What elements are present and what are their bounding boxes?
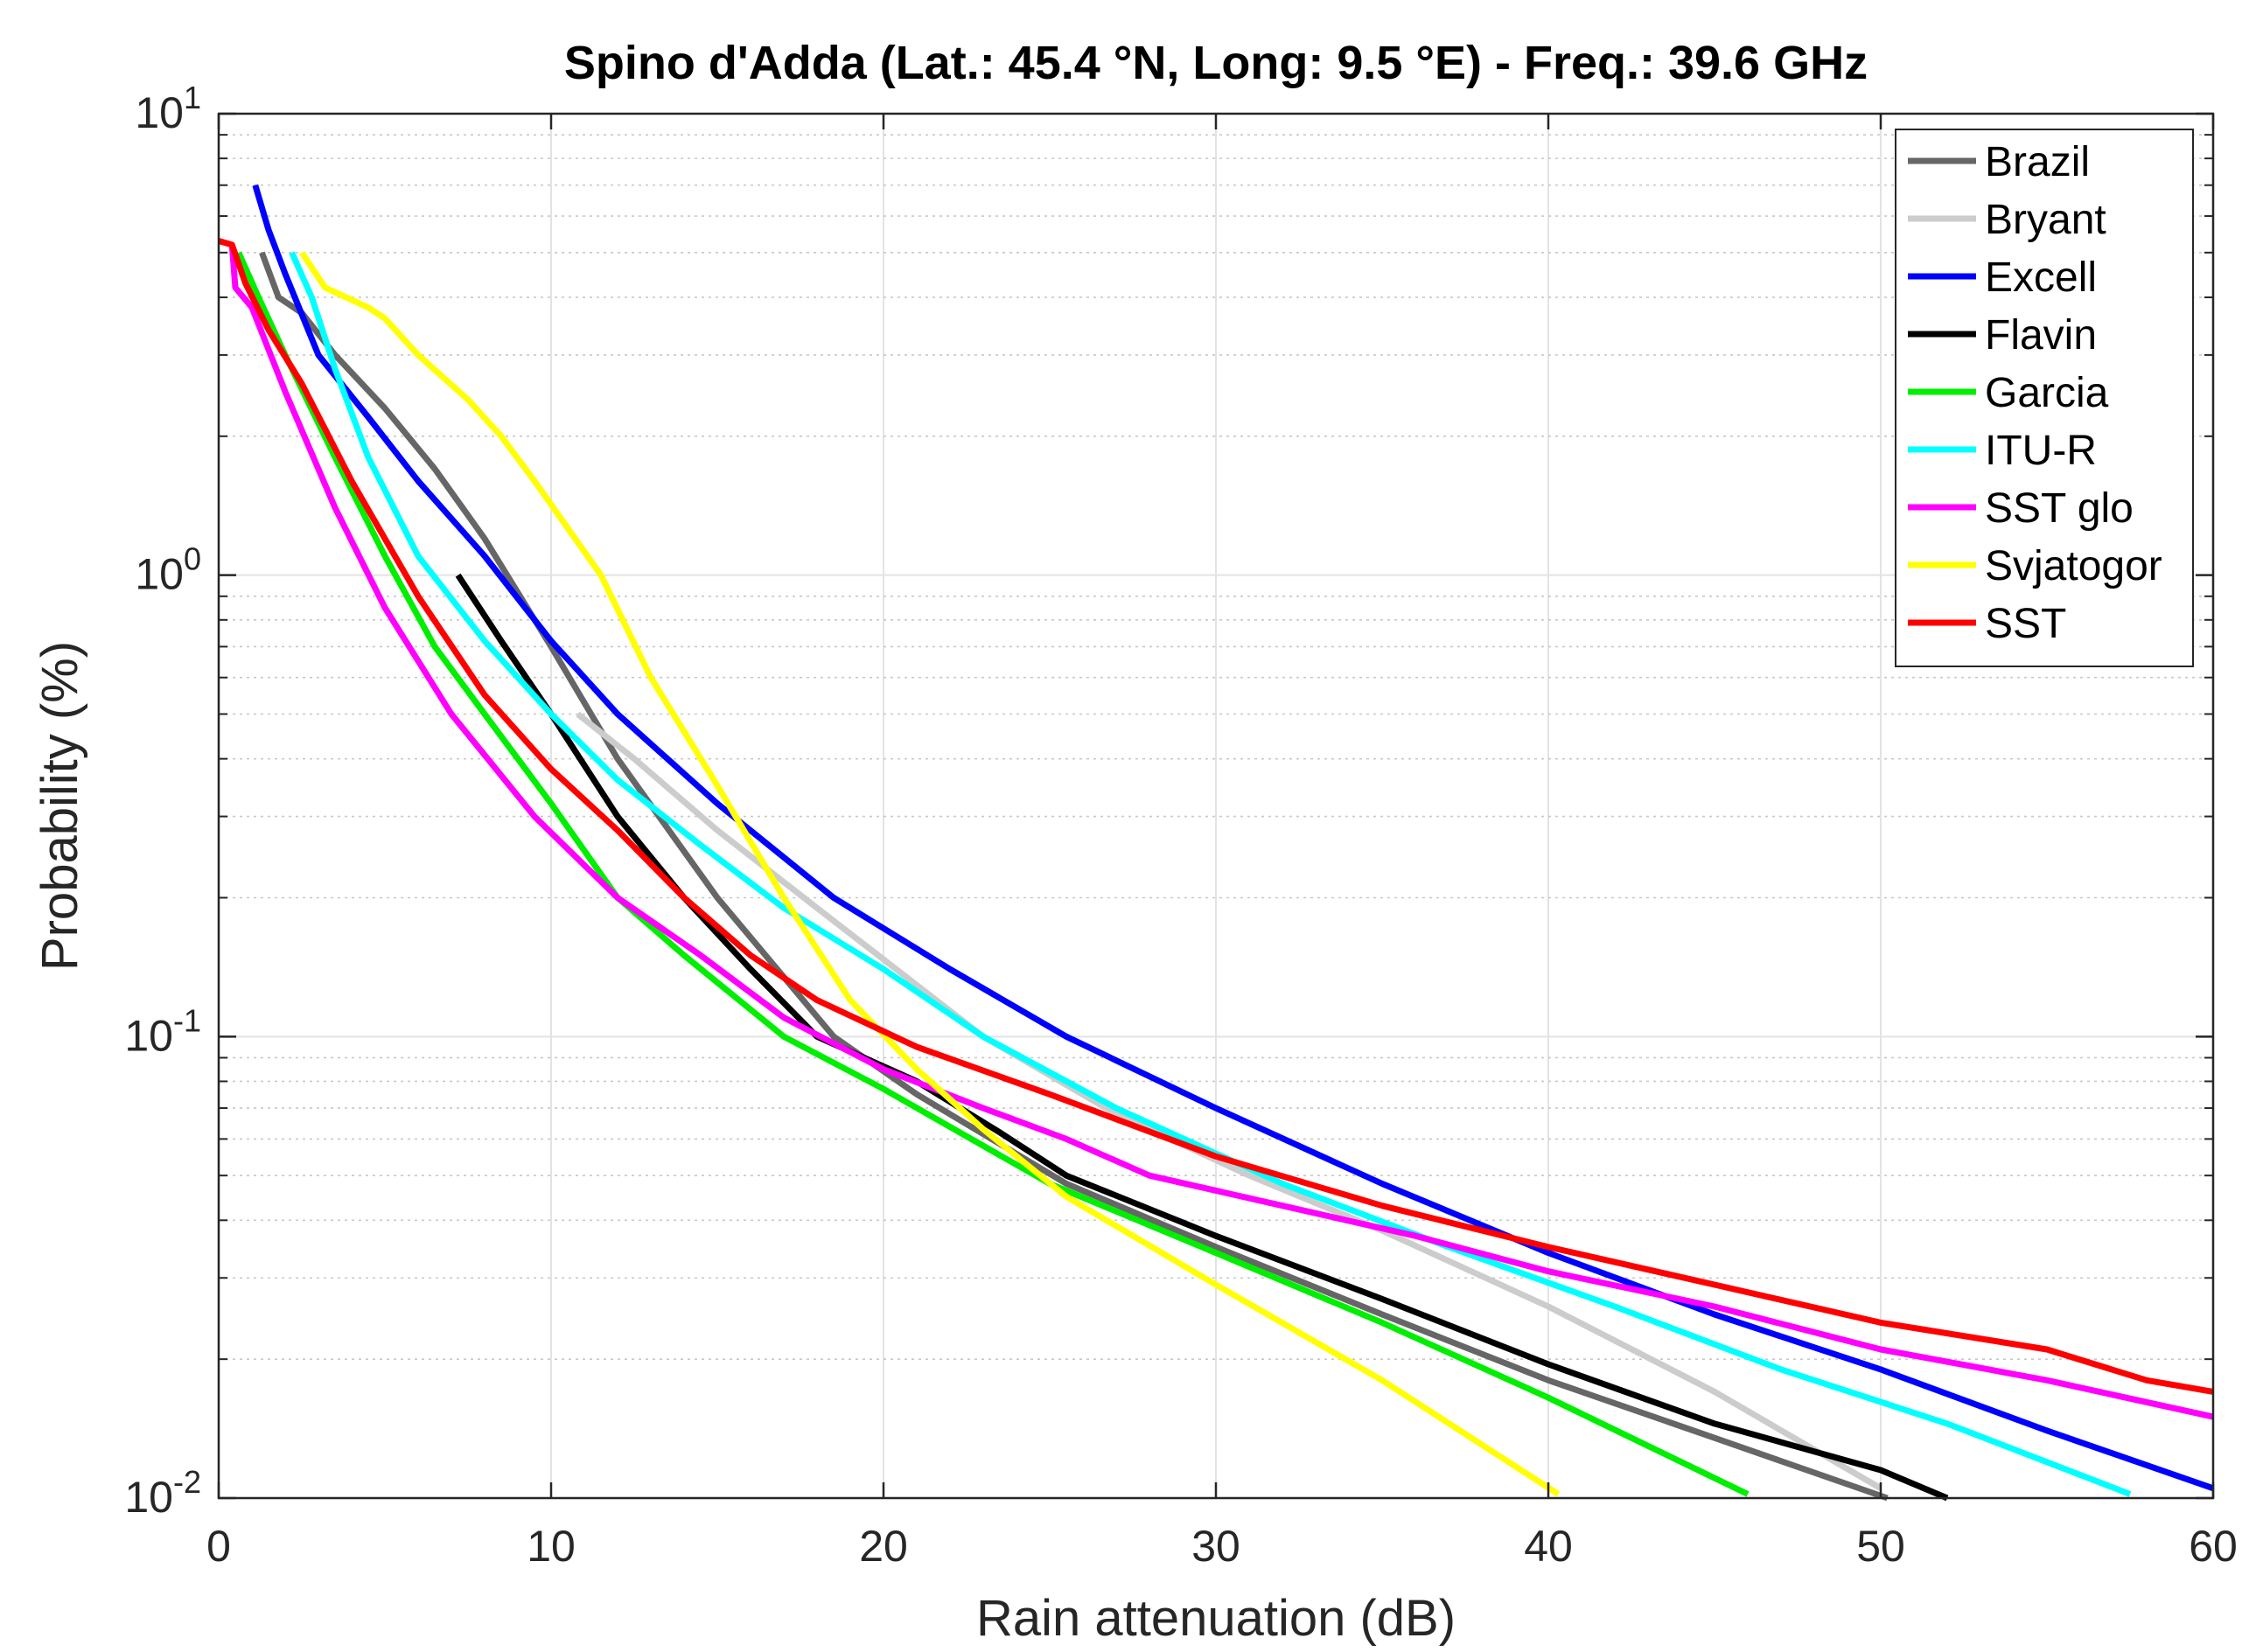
series-line-sst-glo bbox=[228, 244, 2214, 1420]
x-tick-label: 0 bbox=[206, 1522, 231, 1571]
x-tick-label: 60 bbox=[2189, 1522, 2238, 1571]
x-tick-label: 10 bbox=[527, 1522, 576, 1571]
y-tick-label: 100 bbox=[135, 541, 201, 599]
legend-label-excell: Excell bbox=[1985, 254, 2097, 301]
legend-label-sst: SST bbox=[1985, 601, 2066, 647]
legend-label-svjatogor: Svjatogor bbox=[1985, 543, 2162, 589]
y-tick-label: 101 bbox=[135, 80, 201, 137]
legend-label-flavin: Flavin bbox=[1985, 312, 2097, 359]
series-line-bryant bbox=[576, 711, 1882, 1491]
y-axis-label: Probability (%) bbox=[31, 641, 88, 971]
y-tick-label: 10-2 bbox=[124, 1464, 201, 1522]
legend-label-brazil: Brazil bbox=[1985, 139, 2090, 185]
series-line-sst bbox=[218, 238, 2214, 1395]
x-tick-label: 20 bbox=[859, 1522, 908, 1571]
legend-label-garcia: Garcia bbox=[1985, 370, 2109, 416]
x-tick-label: 50 bbox=[1856, 1522, 1905, 1571]
ticks-layer: 0 10 20 30 40 50 60 10-2 10-1 100 101 bbox=[124, 80, 2237, 1571]
y-tick-label: 10-1 bbox=[124, 1002, 201, 1060]
series-line-itu-r bbox=[289, 251, 2132, 1497]
x-tick-label: 30 bbox=[1191, 1522, 1240, 1571]
legend-label-sst-glo: SST glo bbox=[1985, 485, 2134, 532]
series-layer bbox=[218, 184, 2215, 1502]
x-axis-label: Rain attenuation (dB) bbox=[976, 1590, 1456, 1647]
legend-label-itu-r: ITU-R bbox=[1985, 428, 2097, 474]
series-line-svjatogor bbox=[299, 250, 1561, 1497]
series-line-excell bbox=[252, 184, 2215, 1492]
legend: Brazil Bryant Excell Flavin Garcia ITU-R SST g… bbox=[1895, 129, 2194, 667]
x-tick-label: 40 bbox=[1524, 1522, 1573, 1571]
grid-layer bbox=[219, 114, 2213, 1498]
legend-label-bryant: Bryant bbox=[1985, 197, 2106, 243]
chart-title: Spino d'Adda (Lat.: 45.4 °N, Long: 9.5 °… bbox=[564, 37, 1868, 89]
